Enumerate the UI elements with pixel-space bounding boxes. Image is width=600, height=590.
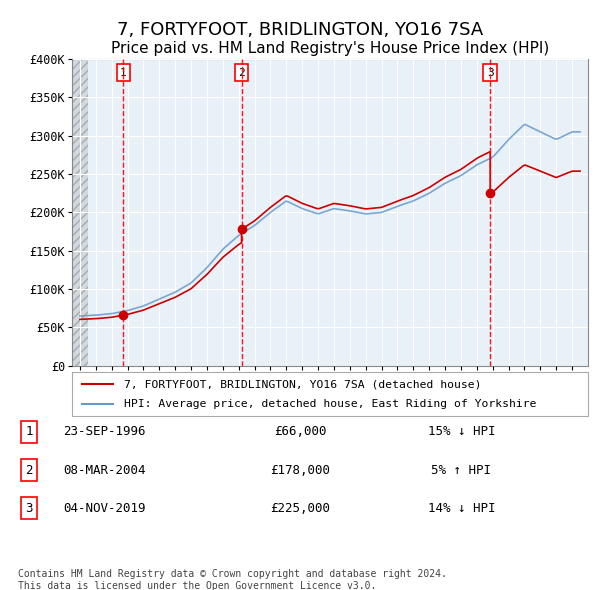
Text: 14% ↓ HPI: 14% ↓ HPI xyxy=(428,502,495,514)
Text: 3: 3 xyxy=(26,502,33,514)
FancyBboxPatch shape xyxy=(72,372,588,416)
Text: 04-NOV-2019: 04-NOV-2019 xyxy=(63,502,145,514)
Text: Contains HM Land Registry data © Crown copyright and database right 2024.
This d: Contains HM Land Registry data © Crown c… xyxy=(18,569,447,590)
Text: 7, FORTYFOOT, BRIDLINGTON, YO16 7SA: 7, FORTYFOOT, BRIDLINGTON, YO16 7SA xyxy=(117,21,483,39)
Text: 5% ↑ HPI: 5% ↑ HPI xyxy=(431,464,491,477)
Text: 08-MAR-2004: 08-MAR-2004 xyxy=(63,464,145,477)
Text: 2: 2 xyxy=(26,464,33,477)
Text: 23-SEP-1996: 23-SEP-1996 xyxy=(63,425,145,438)
Text: 1: 1 xyxy=(120,68,127,78)
Text: 15% ↓ HPI: 15% ↓ HPI xyxy=(428,425,495,438)
Text: 7, FORTYFOOT, BRIDLINGTON, YO16 7SA (detached house): 7, FORTYFOOT, BRIDLINGTON, YO16 7SA (det… xyxy=(124,379,481,389)
Text: £225,000: £225,000 xyxy=(270,502,330,514)
Text: HPI: Average price, detached house, East Riding of Yorkshire: HPI: Average price, detached house, East… xyxy=(124,399,536,408)
Title: Price paid vs. HM Land Registry's House Price Index (HPI): Price paid vs. HM Land Registry's House … xyxy=(111,41,549,57)
Text: £178,000: £178,000 xyxy=(270,464,330,477)
Text: £66,000: £66,000 xyxy=(274,425,326,438)
Text: 2: 2 xyxy=(238,68,245,78)
Bar xyxy=(72,59,88,366)
Text: 3: 3 xyxy=(487,68,494,78)
Text: 1: 1 xyxy=(26,425,33,438)
